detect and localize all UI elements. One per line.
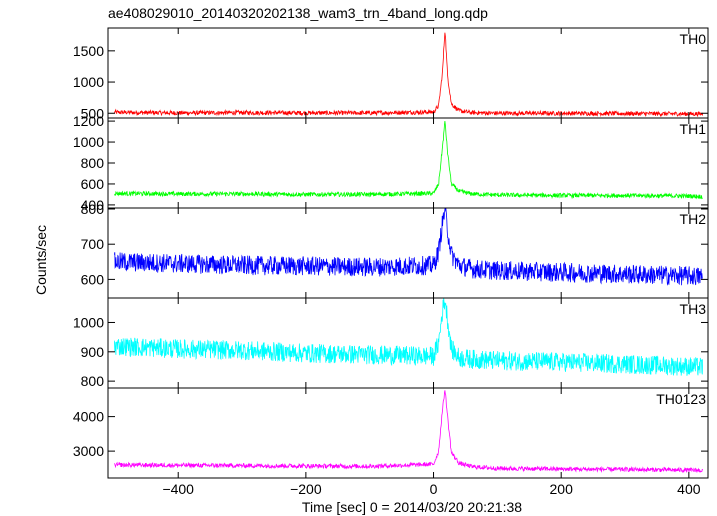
panel-frame	[107, 27, 709, 119]
panels: TH0 500 1000 1500 TH1 400 600 800 1000 1200 TH2 600…	[73, 27, 709, 497]
series-line-th3	[114, 298, 703, 376]
series-line-th2	[114, 208, 703, 286]
chart-title: ae408029010_20140320202138_wam3_trn_4ban…	[108, 5, 488, 21]
y-tick-label: 600	[81, 271, 105, 287]
y-tick-label: 1000	[73, 314, 104, 330]
y-tick-label: 800	[81, 201, 105, 217]
series-line-th0	[114, 32, 703, 118]
y-tick-label: 700	[81, 236, 105, 252]
panel-th3: TH3 800 900 1000	[73, 297, 709, 389]
y-tick-label: 800	[81, 373, 105, 389]
panel-label: TH2	[680, 211, 707, 227]
y-tick-label: 400	[81, 197, 105, 213]
panel-frame	[107, 387, 709, 479]
y-tick-label: 600	[81, 176, 105, 192]
y-tick-label: 3000	[73, 443, 104, 459]
series-line-th1	[114, 120, 703, 200]
x-tick-label: 400	[677, 481, 701, 497]
y-tick-label: 1000	[73, 74, 104, 90]
panel-th2: TH2 600 700 800	[81, 201, 709, 299]
y-tick-label: 1000	[73, 134, 104, 150]
series-line-th0123	[114, 390, 703, 474]
y-tick-label: 900	[81, 344, 105, 360]
panel-label: TH0123	[656, 391, 706, 407]
x-tick-label: −400	[162, 481, 194, 497]
x-tick-label: 200	[550, 481, 574, 497]
y-axis-label: Counts/sec	[33, 225, 49, 295]
y-tick-label: 4000	[73, 409, 104, 425]
panel-th0: TH0 500 1000 1500	[73, 27, 709, 121]
panel-th0123: TH0123 3000 4000	[73, 387, 709, 479]
y-tick-label: 800	[81, 155, 105, 171]
x-tick-label: −200	[290, 481, 322, 497]
panel-frame	[107, 207, 709, 299]
panel-th1: TH1 400 600 800 1000 1200	[73, 113, 709, 213]
panel-label: TH0	[680, 31, 707, 47]
x-tick-label: 0	[430, 481, 438, 497]
y-tick-label: 1200	[73, 113, 104, 129]
y-tick-label: 500	[81, 105, 105, 121]
x-axis-label: Time [sec] 0 = 2014/03/20 20:21:38	[302, 499, 522, 515]
y-tick-label: 1500	[73, 43, 104, 59]
panel-label: TH1	[680, 121, 707, 137]
panel-label: TH3	[680, 301, 707, 317]
